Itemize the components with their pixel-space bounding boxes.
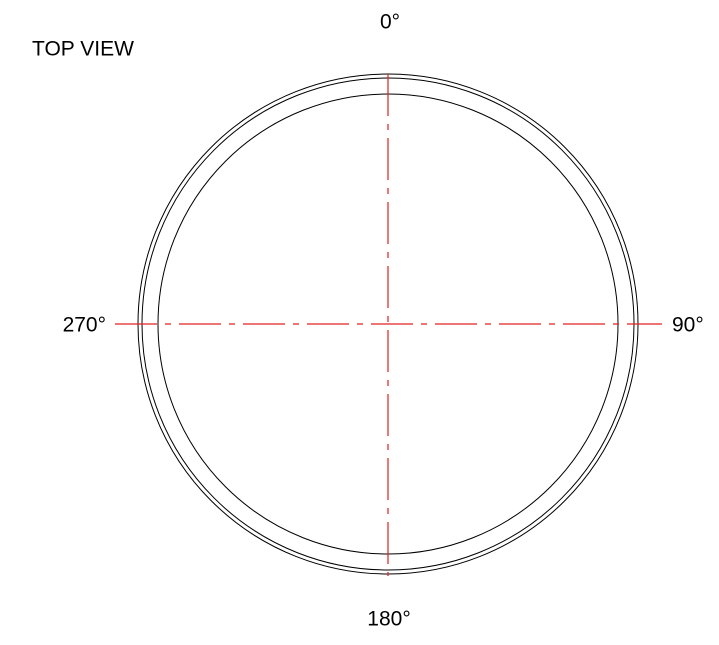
angle-label-bottom: 180° (367, 608, 410, 631)
view-title: TOP VIEW (32, 38, 134, 61)
angle-label-left: 270° (63, 314, 106, 337)
angle-label-top: 0° (380, 11, 400, 34)
angle-label-right: 90° (672, 314, 704, 337)
